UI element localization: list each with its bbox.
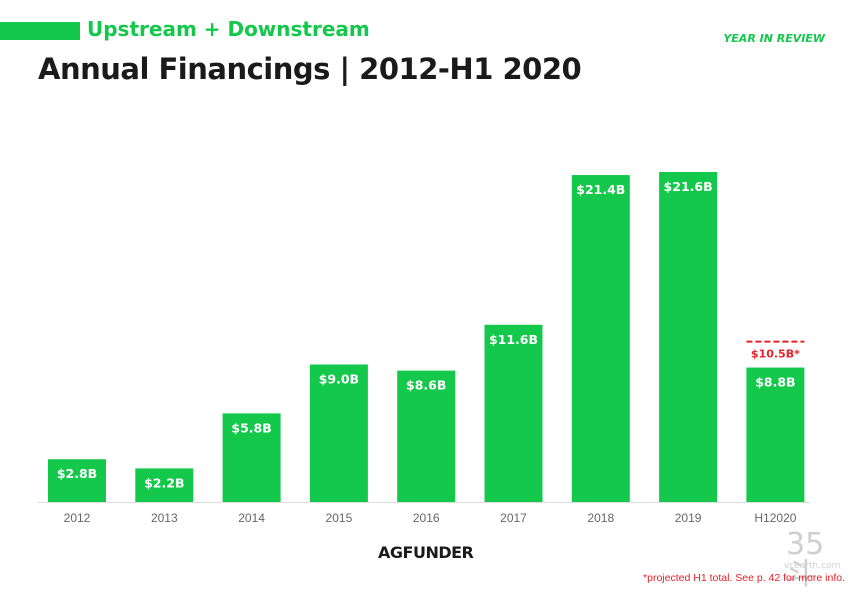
x-tick-label-2017: 2017 — [500, 511, 527, 525]
data-label-2014: $5.8B — [231, 420, 271, 435]
x-tick-label-2018: 2018 — [587, 511, 614, 525]
section-label: YEAR IN REVIEW — [723, 32, 825, 45]
x-tick-label-2012: 2012 — [64, 511, 91, 525]
x-tick-label-2019: 2019 — [675, 511, 702, 525]
agfunder-logo: AGFUNDER — [378, 543, 474, 562]
x-tick-label-2015: 2015 — [326, 511, 353, 525]
bar-2013 — [135, 468, 194, 502]
watermark-text: vcearth.com — [784, 561, 841, 571]
chart-title: Annual Financings | 2012-H1 2020 — [38, 52, 582, 86]
data-label-2015: $9.0B — [319, 372, 359, 387]
chart-subtitle: Upstream + Downstream — [87, 17, 370, 41]
header-accent-bar — [0, 22, 80, 40]
bar-2017 — [484, 324, 543, 502]
bar-2015 — [309, 364, 368, 502]
data-label-2019: $21.6B — [664, 179, 713, 194]
data-label-2013: $2.2B — [144, 475, 184, 490]
data-label-2012: $2.8B — [57, 466, 97, 481]
data-label-2017: $11.6B — [489, 332, 538, 347]
bar-2014 — [222, 413, 281, 502]
bar-2012 — [48, 459, 106, 502]
x-tick-label-2016: 2016 — [413, 511, 440, 525]
projection-label: $10.5B* — [751, 348, 800, 361]
x-tick-label-2013: 2013 — [151, 511, 178, 525]
x-tick-label-h12020: H12020 — [754, 511, 796, 525]
watermark-logo: 35斗 — [786, 527, 825, 592]
bar-2018 — [571, 175, 630, 503]
bar-2019 — [659, 172, 718, 502]
data-label-2018: $21.4B — [576, 182, 625, 197]
x-tick-label-2014: 2014 — [238, 511, 265, 525]
bar-h12020 — [746, 367, 805, 502]
data-label-h12020: $8.8B — [755, 375, 795, 390]
bar-2016 — [397, 370, 456, 502]
data-label-2016: $8.6B — [406, 378, 446, 393]
footnote: *projected H1 total. See p. 42 for more … — [643, 572, 845, 584]
